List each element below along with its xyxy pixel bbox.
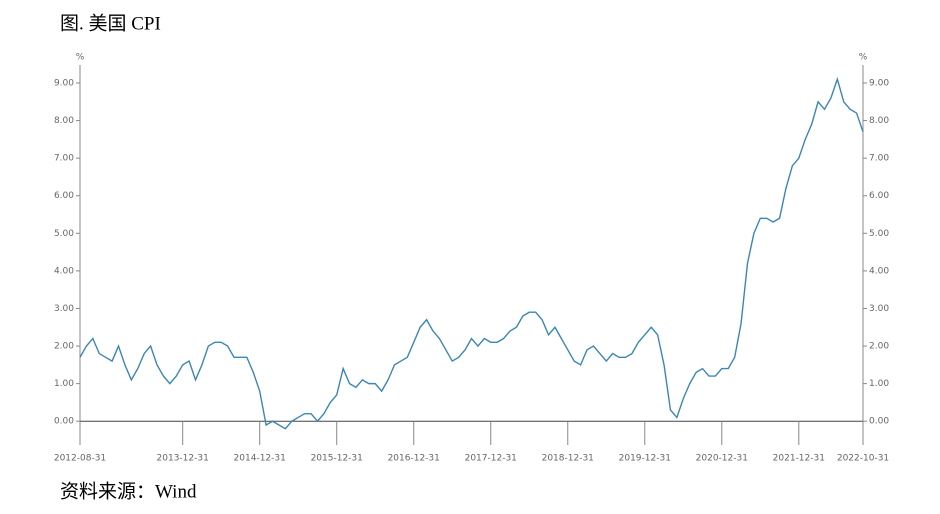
y-tick-label: 5.00 [54, 229, 74, 239]
x-tick-label: 2018-12-31 [542, 454, 594, 464]
y2-unit: % [859, 53, 868, 63]
y-tick-label: 6.00 [54, 191, 74, 201]
x-tick-label: 2013-12-31 [157, 454, 209, 464]
y2-tick-label: 9.00 [869, 78, 889, 88]
y2-tick-label: 3.00 [869, 304, 889, 314]
x-tick-label: 2016-12-31 [388, 454, 440, 464]
y2-tick-label: 2.00 [869, 342, 889, 352]
y-tick-label: 0.00 [54, 417, 74, 427]
y2-tick-label: 4.00 [869, 266, 889, 276]
x-tick-label: 2020-12-31 [696, 454, 748, 464]
y-tick-label: 4.00 [54, 266, 74, 276]
y-tick-label: 9.00 [54, 78, 74, 88]
y-tick-label: 8.00 [54, 116, 74, 126]
y-tick-label: 2.00 [54, 342, 74, 352]
y2-tick-label: 6.00 [869, 191, 889, 201]
y-tick-label: 3.00 [54, 304, 74, 314]
x-tick-label: 2019-12-31 [619, 454, 671, 464]
y2-tick-label: 1.00 [869, 379, 889, 389]
x-tick-label: 2022-10-31 [837, 454, 889, 464]
source-note: 资料来源：Wind [60, 480, 197, 502]
y2-tick-label: 0.00 [869, 417, 889, 427]
x-tick-label: 2021-12-31 [773, 454, 825, 464]
y2-tick-label: 7.00 [869, 154, 889, 164]
y-unit: % [76, 53, 85, 63]
y-tick-label: 7.00 [54, 154, 74, 164]
series-line [79, 76, 864, 430]
y-tick-label: 1.00 [54, 379, 74, 389]
x-tick-label: 2014-12-31 [234, 454, 286, 464]
x-tick-label: 2015-12-31 [311, 454, 363, 464]
y2-tick-label: 5.00 [869, 229, 889, 239]
chart-title: 图. 美国 CPI [60, 12, 161, 34]
x-tick-label: 2012-08-31 [54, 454, 106, 464]
x-tick-label: 2017-12-31 [465, 454, 517, 464]
y2-tick-label: 8.00 [869, 116, 889, 126]
